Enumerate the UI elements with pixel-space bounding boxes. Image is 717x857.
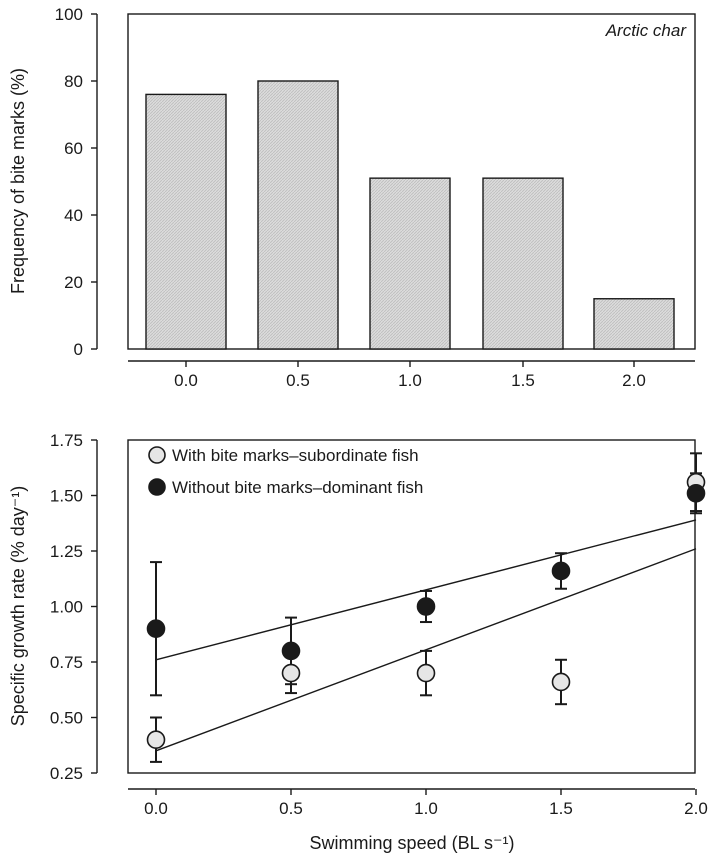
point-without-bite-marks [281,641,301,661]
legend-marker-without-bite-marks [148,478,166,496]
scatter-x-tick-label: 1.0 [414,799,438,818]
bar-0.0 [145,93,227,350]
point-with-bite-marks [281,663,301,683]
bar-y-axis-title: Frequency of bite marks (%) [8,68,28,294]
scatter-y-ticks: 0.25 0.50 0.75 1.00 1.25 1.50 1.75 [50,431,97,783]
scatter-y-tick-label: 1.50 [50,487,83,506]
scatter-y-tick-label: 0.75 [50,653,83,672]
bar-y-tick-label: 0 [74,340,83,359]
bar-x-tick-label: 0.0 [174,371,198,390]
point-without-bite-marks [416,597,436,616]
fit-line-with-bite-marks [155,548,697,752]
bar-y-ticks: 0 20 40 60 80 100 [55,5,97,359]
bar-x-tick-label: 2.0 [622,371,646,390]
bar-x-tick-label: 0.5 [286,371,310,390]
data-points [146,472,706,750]
bar-y-tick-label: 80 [64,72,83,91]
legend: With bite marks–subordinate fish Without… [148,446,423,497]
legend-item-with-bite-marks: With bite marks–subordinate fish [148,446,419,465]
bar-chart-panel: 0 20 40 60 80 100 0.0 0.5 1.0 1.5 2.0 Arctic char… [8,5,696,390]
legend-label-with-bite-marks: With bite marks–subordinate fish [172,446,419,465]
scatter-x-tick-label: 0.5 [279,799,303,818]
bar-2.0 [593,298,675,350]
bar-x-tick-label: 1.0 [398,371,422,390]
scatter-x-ticks: 0.0 0.5 1.0 1.5 2.0 [144,789,708,818]
point-without-bite-marks [551,561,571,581]
scatter-y-tick-label: 1.75 [50,431,83,450]
scatter-y-tick-label: 0.25 [50,764,83,783]
point-with-bite-marks [551,672,571,692]
point-with-bite-marks [416,663,436,683]
fit-lines [155,519,697,752]
scatter-x-axis-title: Swimming speed (BL s⁻¹) [310,833,515,853]
scatter-y-tick-label: 0.50 [50,709,83,728]
scatter-y-axis-title: Specific growth rate (% day⁻¹) [8,486,28,727]
bar-y-tick-label: 60 [64,139,83,158]
scatter-y-tick-label: 1.25 [50,542,83,561]
bar-1.5 [482,177,564,350]
scatter-x-tick-label: 2.0 [684,799,708,818]
bar-y-tick-label: 100 [55,5,83,24]
bar-series [145,80,675,350]
fit-line-without-bite-marks [155,519,697,661]
legend-label-without-bite-marks: Without bite marks–dominant fish [172,478,423,497]
point-with-bite-marks [146,730,166,750]
legend-marker-with-bite-marks [148,446,166,464]
point-without-bite-marks [146,619,166,639]
scatter-chart-panel: 0.25 0.50 0.75 1.00 1.25 1.50 1.75 0.0 0.5 1.0 1.… [8,431,708,853]
bar-x-tick-label: 1.5 [511,371,535,390]
scatter-x-tick-label: 1.5 [549,799,573,818]
panel-annotation: Arctic char [605,21,688,40]
scatter-x-tick-label: 0.0 [144,799,168,818]
bar-y-tick-label: 20 [64,273,83,292]
bar-x-ticks: 0.0 0.5 1.0 1.5 2.0 [174,361,646,390]
point-without-bite-marks [686,483,706,503]
legend-item-without-bite-marks: Without bite marks–dominant fish [148,478,423,497]
scatter-chart-frame [127,439,696,774]
scatter-y-tick-label: 1.00 [50,598,83,617]
bar-0.5 [257,80,339,350]
bar-1.0 [369,177,451,350]
bar-y-tick-label: 40 [64,206,83,225]
